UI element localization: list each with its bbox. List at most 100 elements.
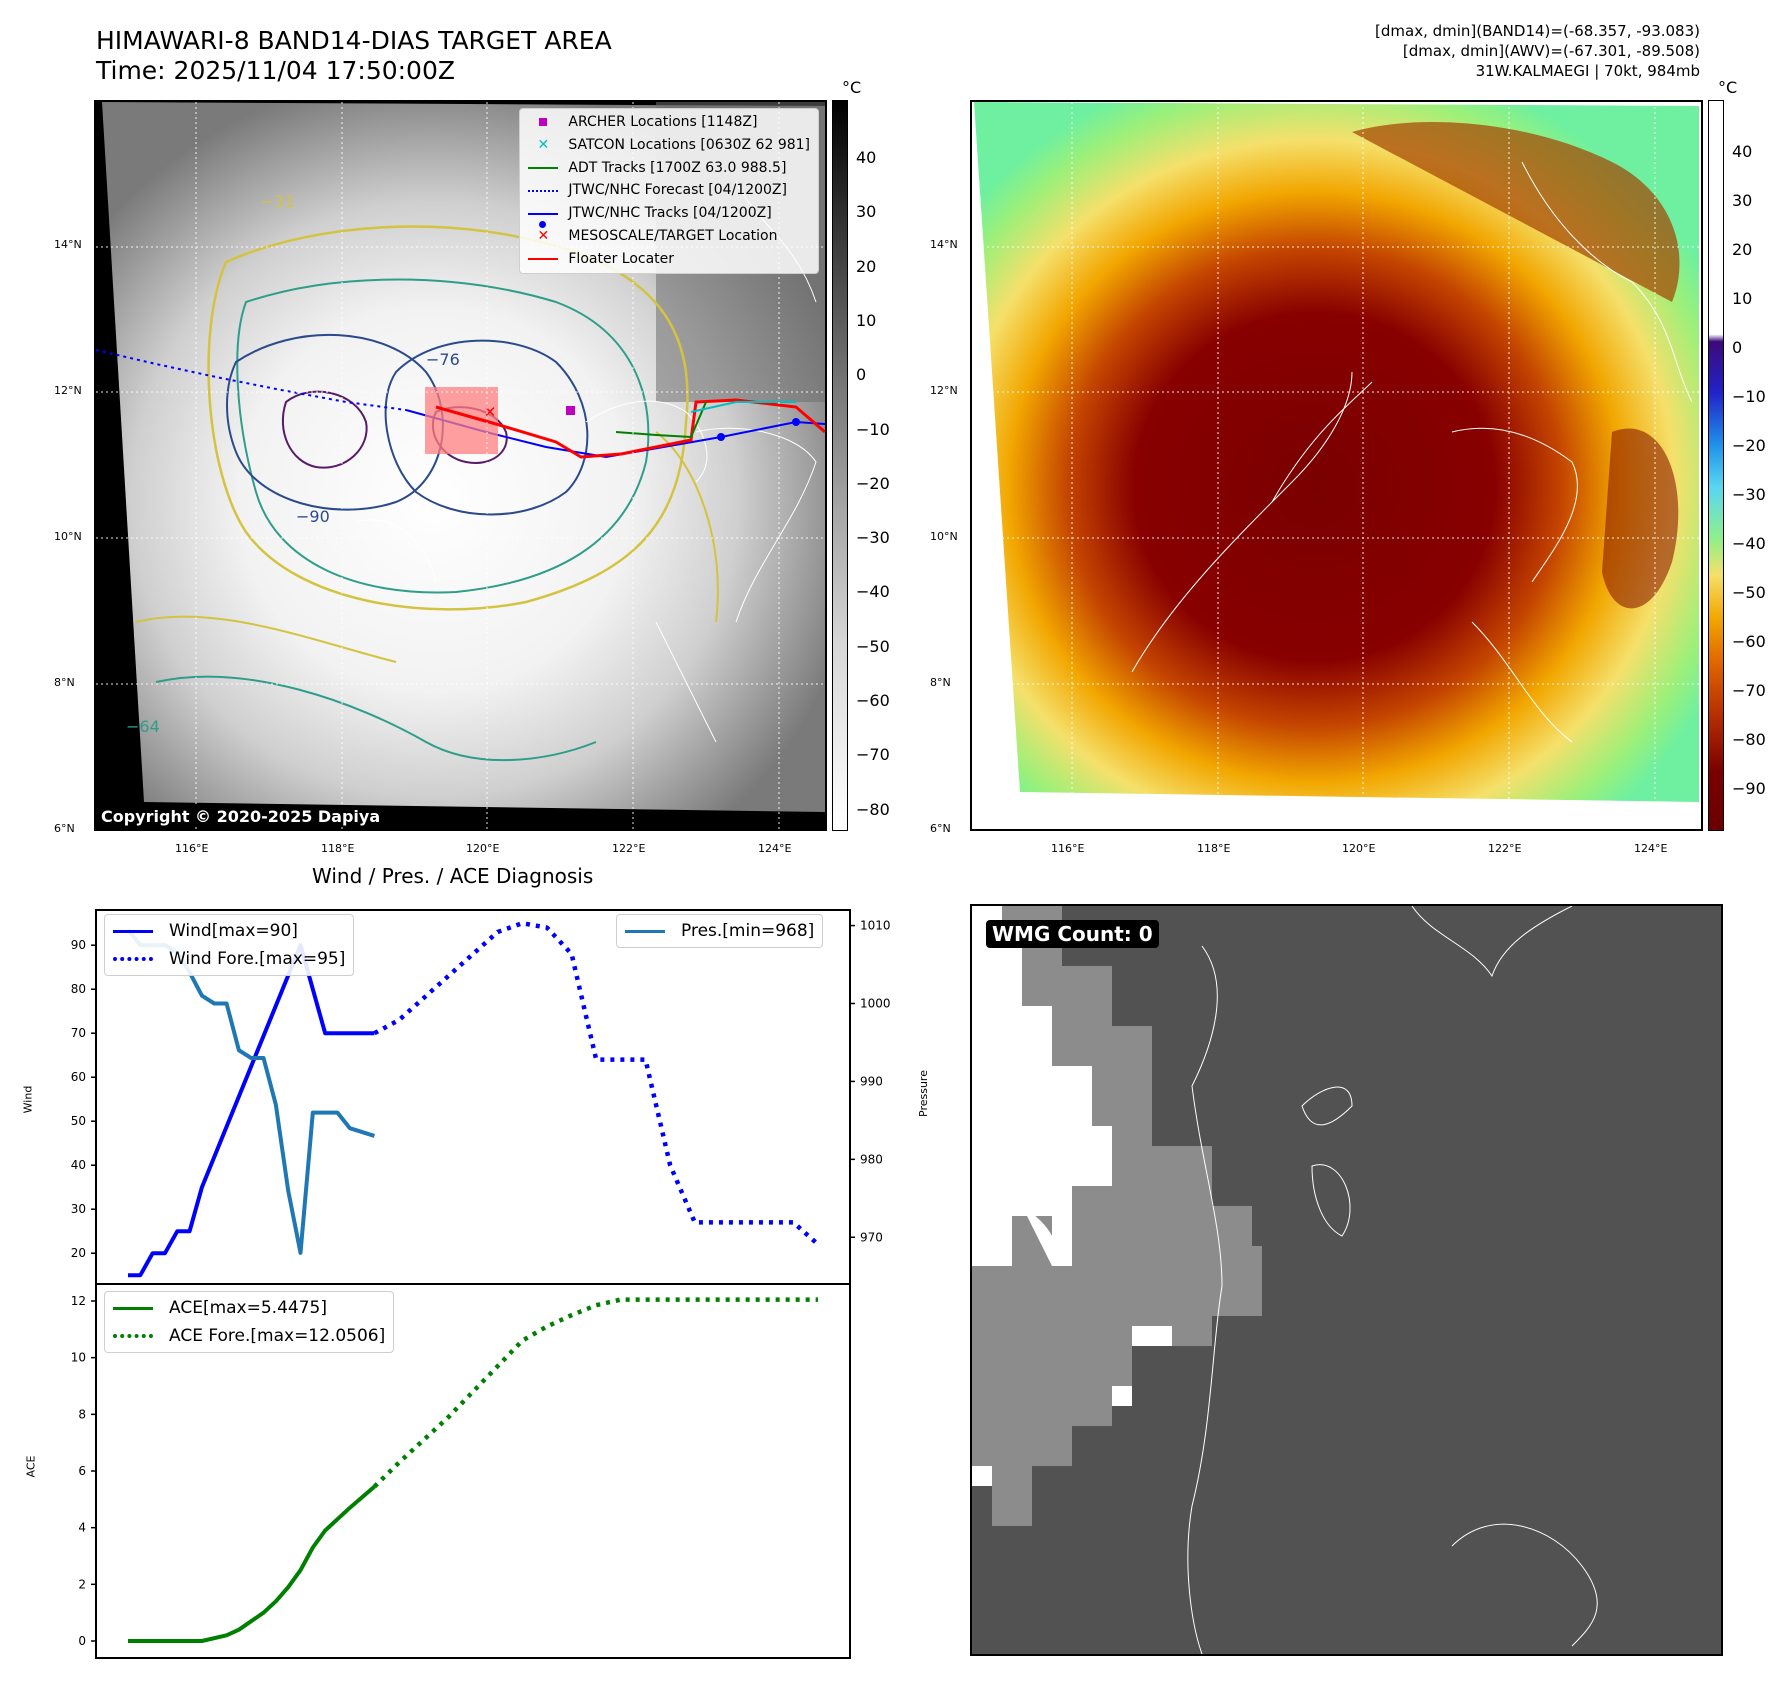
legend-item-wind-forecast: Wind Fore.[max=95] — [111, 945, 345, 973]
ace-axis-label: ACE — [24, 1455, 38, 1478]
pressure-tick-label: 1000 — [860, 997, 891, 1011]
diagnosis-chart: 20 30 40 50 60 70 80 90 970 980 990 1000 1010 0 2 4 6 8 10… — [71, 909, 891, 1659]
contour-label: −64 — [126, 717, 160, 736]
awv-colorbar-tick: 30 — [1732, 191, 1753, 210]
pressure-tick-label: 990 — [860, 1074, 883, 1088]
awv-map-panel — [970, 100, 1703, 831]
info-band14-range: [dmax, dmin](BAND14)=(-68.357, -93.083) — [1375, 22, 1700, 40]
legend-item-ace: ACE[max=5.4475] — [111, 1294, 385, 1322]
legend-item-archer: ARCHER Locations [1148Z] — [526, 111, 810, 134]
wind-tick-label: 40 — [71, 1158, 86, 1172]
ace-forecast-line — [372, 1297, 818, 1489]
wind-line — [128, 943, 375, 1278]
ir-colorbar-tick: −70 — [856, 745, 890, 765]
contour-label: −90 — [296, 507, 330, 526]
legend-item-wind: Wind[max=90] — [111, 917, 345, 945]
awv-colorbar-tick: −30 — [1732, 485, 1766, 504]
awv-lon-label: 122°E — [1488, 842, 1522, 855]
legend-item-pressure: Pres.[min=968] — [623, 917, 814, 945]
legend-item-mesoscale: ✕ MESOSCALE/TARGET Location — [537, 227, 778, 244]
ir-lat-label: 14°N — [54, 238, 82, 251]
ir-colorbar-tick: 0 — [856, 365, 867, 385]
awv-colorbar-tick: −40 — [1732, 534, 1766, 553]
awv-colorbar — [1708, 100, 1724, 831]
awv-colorbar-tick: 10 — [1732, 289, 1753, 308]
awv-lat-label: 10°N — [930, 530, 958, 543]
ir-colorbar-tick: −60 — [856, 691, 890, 710]
legend-item-adt: ADT Tracks [1700Z 63.0 988.5] — [526, 157, 810, 180]
ir-colorbar-tick: 30 — [856, 202, 877, 222]
ir-colorbar-tick: −30 — [856, 528, 890, 548]
legend-item-ace-forecast: ACE Fore.[max=12.0506] — [111, 1322, 385, 1350]
awv-colorbar-tick: −20 — [1732, 436, 1766, 455]
info-awv-range: [dmax, dmin](AWV)=(-67.301, -89.508) — [1402, 42, 1700, 60]
contour-label: −31 — [261, 192, 295, 211]
awv-lat-label: 12°N — [930, 384, 958, 397]
pressure-tick-label: 1010 — [860, 919, 891, 933]
legend-item-jtwc-tracks: JTWC/NHC Tracks [04/1200Z] — [526, 202, 810, 228]
awv-colorbar-tick: 20 — [1732, 240, 1753, 259]
ir-map-panel: ✕ −76 −90 −31 −64 Copyright © 2020-2025 … — [94, 100, 827, 831]
ir-map-legend: ARCHER Locations [1148Z] ✕ SATCON Locatio… — [519, 108, 819, 274]
wmg-map-image — [972, 906, 1721, 1654]
ir-lat-label: 10°N — [54, 530, 82, 543]
ace-tick-label: 8 — [78, 1407, 86, 1421]
wind-tick-label: 50 — [71, 1114, 86, 1128]
awv-colorbar-tick: −80 — [1732, 730, 1766, 749]
ir-colorbar-tick: −10 — [856, 419, 890, 439]
legend-item-jtwc-forecast: JTWC/NHC Forecast [04/1200Z] — [526, 179, 810, 202]
wind-axis-label: Wind — [21, 1085, 35, 1114]
ir-lat-label: 6°N — [54, 822, 75, 835]
awv-colorbar-tick: −70 — [1732, 681, 1766, 700]
awv-lon-label: 118°E — [1197, 842, 1231, 855]
pressure-legend: Pres.[min=968] — [616, 914, 824, 948]
wind-legend: Wind[max=90] Wind Fore.[max=95] — [104, 914, 355, 976]
svg-text:✕: ✕ — [484, 403, 497, 421]
ace-tick-label: 0 — [78, 1634, 86, 1648]
ir-lon-label: 122°E — [612, 842, 646, 855]
wmg-map-panel: WMG Count: 0 — [970, 904, 1723, 1656]
ace-line — [128, 1485, 376, 1643]
ir-colorbar-tick: 10 — [856, 310, 877, 330]
awv-colorbar-tick: −90 — [1732, 779, 1766, 798]
awv-colorbar-tick: 0 — [1732, 338, 1743, 357]
ir-colorbar-tick: −40 — [856, 582, 890, 602]
ace-tick-label: 2 — [78, 1577, 86, 1591]
diagnosis-chart-title: Wind / Pres. / ACE Diagnosis — [312, 864, 594, 888]
pressure-tick-label: 970 — [860, 1230, 883, 1244]
ace-legend: ACE[max=5.4475] ACE Fore.[max=12.0506] — [104, 1291, 395, 1353]
awv-lon-label: 116°E — [1051, 842, 1085, 855]
figure-title-line1: HIMAWARI-8 BAND14-DIAS TARGET AREA — [96, 26, 612, 55]
wind-tick-label: 70 — [71, 1026, 86, 1040]
ir-lon-label: 118°E — [321, 842, 355, 855]
awv-colorbar-tick: 40 — [1732, 142, 1753, 161]
awv-map-image — [972, 102, 1701, 829]
ir-colorbar-tick: 40 — [856, 148, 877, 167]
ace-tick-label: 10 — [71, 1351, 86, 1365]
wind-tick-label: 60 — [71, 1070, 86, 1084]
ace-tick-label: 6 — [78, 1464, 86, 1478]
awv-lat-label: 14°N — [930, 238, 958, 251]
awv-lon-label: 120°E — [1342, 842, 1376, 855]
awv-colorbar-tick: −60 — [1732, 632, 1766, 651]
wind-forecast-line — [373, 920, 820, 1247]
pressure-line — [126, 928, 376, 1255]
wind-tick-label: 30 — [71, 1202, 86, 1216]
ir-colorbar — [832, 100, 848, 831]
ace-tick-label: 12 — [71, 1294, 86, 1308]
wmg-count-label: WMG Count: 0 — [986, 920, 1159, 948]
ir-colorbar-tick: −50 — [856, 636, 890, 656]
contour-label: −76 — [426, 350, 460, 369]
ir-lon-label: 116°E — [175, 842, 209, 855]
legend-item-satcon: ✕ SATCON Locations [0630Z 62 981] — [537, 136, 811, 153]
awv-colorbar-unit: °C — [1718, 78, 1738, 97]
pressure-tick-label: 980 — [860, 1152, 883, 1166]
awv-lat-label: 8°N — [930, 676, 951, 689]
ir-lon-label: 120°E — [466, 842, 500, 855]
wind-tick-label: 80 — [71, 982, 86, 996]
wind-tick-label: 20 — [71, 1246, 86, 1260]
awv-colorbar-tick: −50 — [1732, 583, 1766, 602]
ir-colorbar-tick: −20 — [856, 473, 890, 493]
pressure-axis-label: Pressure — [916, 1070, 930, 1117]
ir-lat-label: 8°N — [54, 676, 75, 689]
